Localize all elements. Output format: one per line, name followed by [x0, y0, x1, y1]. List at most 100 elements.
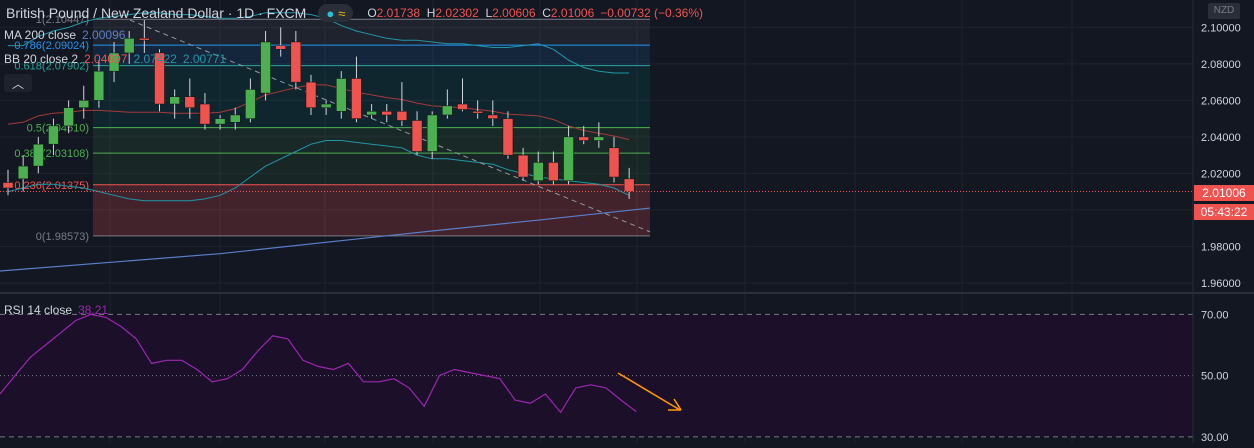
fib-label: 0(1.98573) — [36, 231, 89, 243]
fib-zone — [93, 19, 650, 46]
candle-body — [517, 154, 529, 178]
candle-body — [351, 78, 362, 119]
candle-body — [33, 143, 44, 167]
candle-body — [578, 136, 589, 141]
currency-badge[interactable]: NZD — [1208, 3, 1240, 19]
price-tick: 2.06000 — [1201, 95, 1241, 107]
fib-label: 0.618(2.07902) — [14, 61, 89, 73]
close-value: 2.01006 — [550, 6, 595, 20]
candle-body — [139, 38, 150, 41]
fib-label: 0.786(2.09024) — [14, 40, 89, 52]
price-tick: 2.04000 — [1201, 132, 1241, 144]
price-tick: 1.96000 — [1201, 278, 1241, 290]
candle-body — [533, 162, 544, 181]
candle-body — [230, 114, 241, 123]
candle-body — [275, 45, 286, 50]
rsi-tick: 70.00 — [1201, 309, 1229, 321]
moving-average-200 — [0, 207, 651, 272]
open-value: 2.01738 — [376, 6, 421, 20]
fib-zone — [93, 45, 650, 66]
candle-body — [260, 41, 271, 94]
candle-body — [396, 111, 408, 121]
ohlc-values: O2.01738 H2.02302 L2.00606 C2.01006 — [367, 6, 595, 20]
candle-body — [563, 136, 574, 181]
candle-body — [199, 103, 211, 125]
candle-body — [93, 70, 105, 101]
trendline[interactable] — [129, 19, 651, 233]
price-tick: 1.98000 — [1201, 241, 1241, 253]
symbol-title[interactable]: British Pound / New Zealand Dollar · 1D … — [6, 5, 307, 21]
current-price-tag: 2.01006 — [1194, 185, 1254, 201]
circle-icon: ● — [326, 5, 335, 21]
candle-body — [593, 136, 605, 141]
bb-lower: 2.00771 — [182, 52, 227, 66]
ma-line — [0, 207, 651, 272]
candle-body — [123, 38, 135, 54]
candle-body — [48, 125, 59, 145]
rsi-pane[interactable]: 70.00 50.00 30.00 — [0, 309, 1229, 444]
rsi-label: RSI 14 close — [4, 303, 73, 317]
price-tick: 2.08000 — [1201, 59, 1241, 71]
ma-legend[interactable]: MA 200 close 2.00096 — [0, 28, 129, 42]
candle-body — [608, 147, 620, 178]
fib-label: 0.236(2.01375) — [14, 180, 89, 192]
candle-body — [78, 100, 89, 108]
candle-body — [305, 81, 317, 108]
bb-upper: 2.07422 — [133, 52, 177, 66]
high-value: 2.02302 — [435, 6, 479, 20]
price-tick: 2.10000 — [1201, 22, 1241, 34]
candle-body — [108, 52, 120, 72]
low-value: 2.00606 — [492, 6, 536, 20]
rsi-line — [0, 313, 637, 414]
candle-body — [442, 105, 453, 116]
arrow-head-icon — [668, 398, 682, 411]
wave-icon: ≈ — [338, 5, 346, 21]
candle-body — [169, 96, 180, 105]
ma-value: 2.00096 — [82, 28, 126, 42]
candle-body — [290, 41, 302, 83]
candle-body — [472, 111, 483, 114]
ma-label: MA 200 close — [4, 28, 77, 42]
rsi-value: 38.21 — [78, 303, 109, 317]
fib-label: 1(2.10447) — [36, 14, 89, 26]
candle-body — [336, 78, 347, 112]
legend-header: British Pound / New Zealand Dollar · 1D … — [0, 0, 703, 26]
candle-body — [426, 114, 438, 152]
candle-body — [548, 162, 559, 181]
candle-body — [245, 89, 256, 119]
candle-body — [17, 165, 29, 180]
candle-body — [457, 103, 468, 110]
rsi-legend[interactable]: RSI 14 close 38.21 — [0, 303, 112, 317]
fib-label: 0.382(2.03108) — [14, 148, 89, 160]
candlesticks — [2, 20, 635, 199]
candle-body — [502, 118, 514, 156]
bb-legend[interactable]: BB 20 close 2 2.04097 2.07422 2.00771 — [0, 52, 230, 66]
candle-body — [623, 178, 635, 192]
fib-zone — [93, 127, 650, 154]
data-status-pill[interactable]: ● ≈ — [318, 4, 354, 22]
candle-body — [2, 182, 14, 189]
change-value: −0.00732 (−0.36%) — [600, 6, 704, 20]
bar-countdown: 05:43:22 — [1194, 204, 1254, 220]
candle-body — [487, 114, 499, 119]
candle-body — [184, 96, 196, 108]
bb-label: BB 20 close 2 — [4, 52, 79, 66]
bb-basis-line — [7, 84, 630, 141]
bb-basis: 2.04097 — [84, 52, 128, 66]
collapse-legend-button[interactable]: ︿ — [4, 74, 32, 92]
candle-body — [63, 107, 74, 127]
fib-retracement[interactable]: 1(2.10447) 0.786(2.09024) 0.618(2.07902) 0.… — [14, 14, 650, 243]
price-tick: 2.02000 — [1201, 168, 1241, 180]
candle-body — [411, 120, 423, 152]
trendline-dashed — [129, 19, 651, 233]
down-arrow-icon — [617, 372, 681, 411]
candle-body — [381, 111, 392, 116]
rsi-tick: 30.00 — [1201, 432, 1229, 443]
rsi-tick: 50.00 — [1201, 371, 1229, 383]
candle-body — [154, 52, 165, 105]
chevron-up-icon: ︿ — [11, 76, 24, 91]
candle-body — [366, 111, 377, 116]
candle-body — [320, 103, 332, 108]
